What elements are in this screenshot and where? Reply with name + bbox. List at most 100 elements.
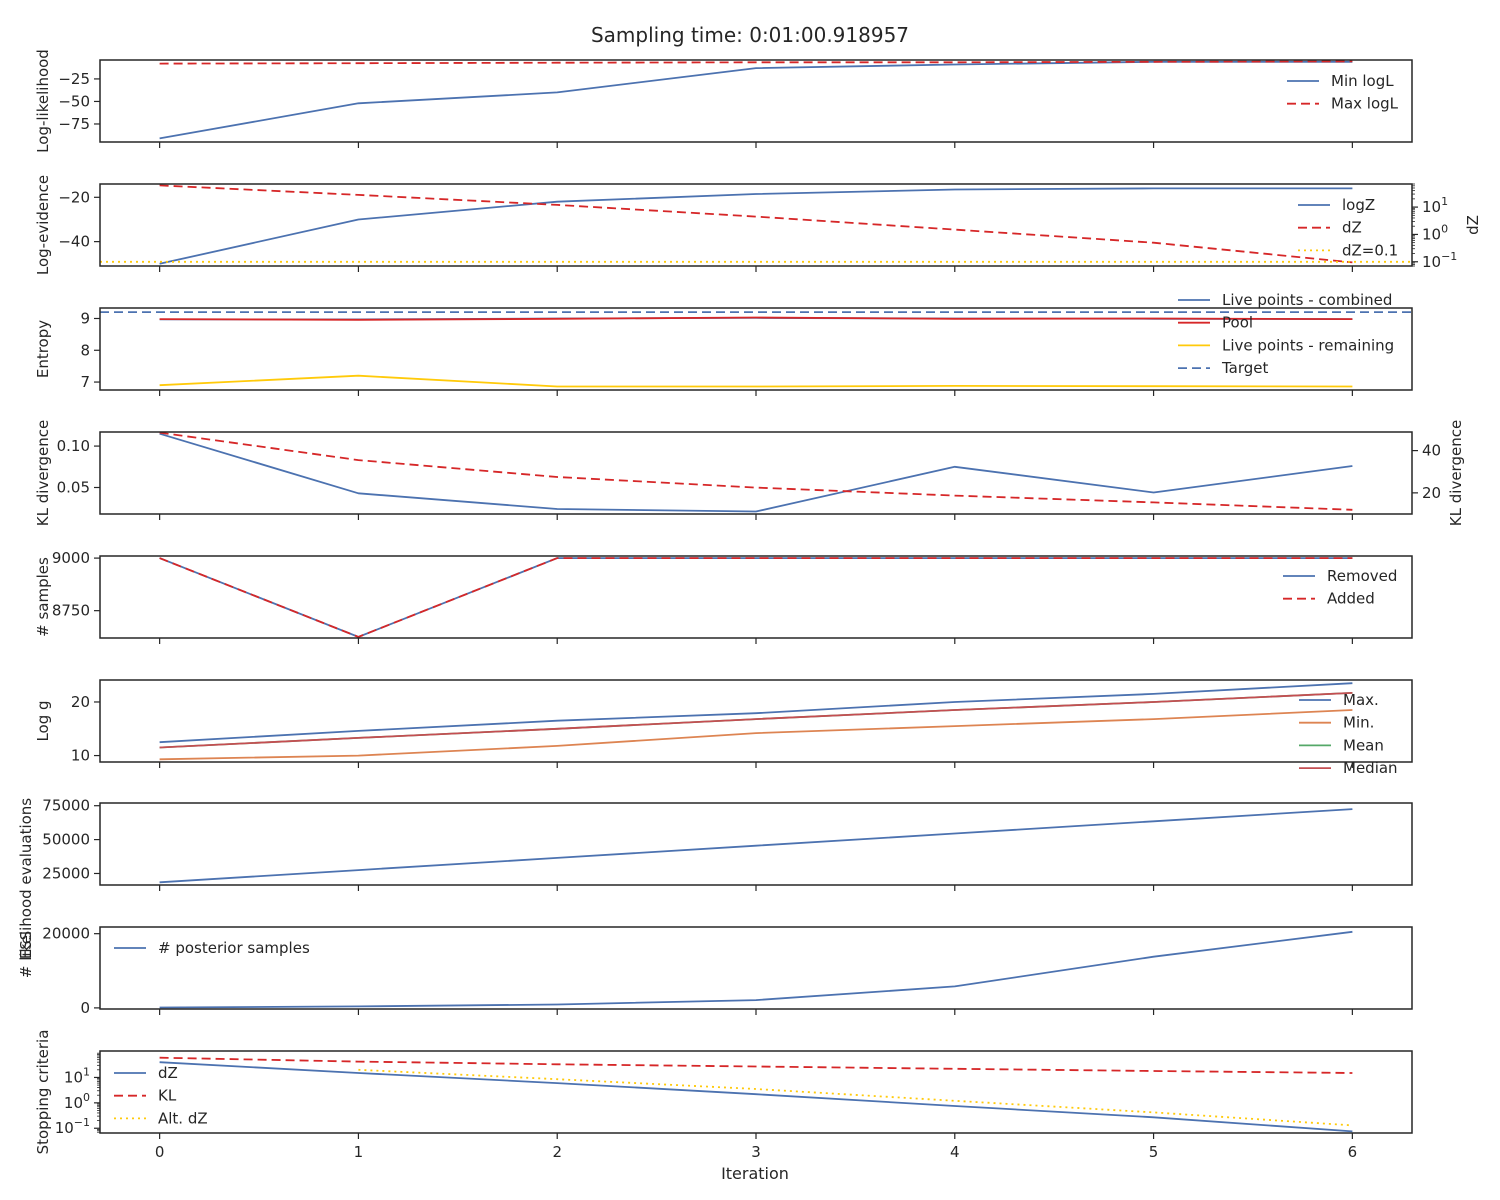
y-axis-label: Entropy [34,320,52,378]
series-line-live-points-remaining [159,374,1353,388]
y-tick-label-base: 10 [64,1094,83,1112]
panel-5: 9000 8750# samples Removed Added [34,549,1413,644]
legend-label: Live points - combined [1222,291,1392,309]
y2-tick-label: 40 [1422,442,1441,460]
y-axis-label: # likelihood evaluations [17,798,35,978]
y-tick-label: −40 [58,233,90,251]
y-tick-label: 9 [80,309,90,327]
y-tick-label: −25 [58,70,90,88]
series-line-max [159,682,1353,744]
y2-axis-label: dZ [1464,215,1482,235]
y-tick-label: 10 [71,747,90,765]
y-tick-label: −50 [58,92,90,110]
y-tick-label: 0.05 [57,478,90,496]
panel-4: 0.10 0.05 40 20 KL divergence KL divergence [34,420,1465,526]
y-tick-label-base: 10 [64,1068,83,1086]
y-tick-label: 9000 [52,549,90,567]
y2-tick-label: 101 [1422,195,1448,216]
y2-tick-label-base: 10 [1422,225,1441,243]
axes-frame [99,431,1413,515]
legend-label: Mean [1343,736,1384,754]
legend: Live points - combined Pool Live points - … [1178,291,1394,377]
legend-label: # posterior samples [158,939,310,957]
y2-tick-label-exponent: −1 [1441,250,1457,263]
legend-label: Added [1327,590,1375,608]
y-axis-label: Stopping criteria [34,1030,52,1155]
y-tick-label: 10−1 [55,1116,90,1137]
legend-label: dZ=0.1 [1342,241,1398,259]
legend-label: logZ [1342,196,1375,214]
y-tick-label: 20000 [42,925,90,943]
axes-frame [99,555,1413,639]
legend-label: Min. [1343,714,1374,732]
y-tick-label: 8750 [52,602,90,620]
panel-8: 20000 0 ESS # posterior samples [17,925,1413,1017]
x-axis-label: Iteration [721,1164,789,1183]
legend-label: Min logL [1331,72,1394,90]
y2-tick-label-base: 10 [1422,253,1441,271]
y-tick-label: 75000 [42,797,90,815]
panel-6: 20 10 Log g Max. Min. Mean Median [34,679,1413,777]
series-line-series-2 [159,432,1353,511]
series-line-max-logl [159,60,1353,65]
series-line-alt-dz [358,1068,1353,1127]
y-tick-label: 0 [80,999,90,1017]
series-line-logz [159,187,1353,265]
series-line-dz [159,184,1353,264]
series-line-removed [159,557,1353,638]
y2-tick-label: 20 [1422,484,1441,502]
legend-label: dZ [1342,219,1362,237]
y-tick-label: 101 [64,1065,90,1086]
x-tick-label: 0 [155,1143,165,1161]
series-line-series-1 [159,432,1353,513]
x-tick-label: 6 [1348,1143,1358,1161]
axes-frame [99,679,1413,763]
x-tick-label: 5 [1149,1143,1159,1161]
x-tick-label: 4 [950,1143,960,1161]
y-axis-label: Log-likelihood [34,49,52,153]
legend: Max. Min. Mean Median [1299,691,1398,777]
legend-label: Live points - remaining [1222,336,1394,354]
y-tick-label-exponent: 0 [83,1091,90,1104]
legend-label: Pool [1222,314,1253,332]
legend: logZ dZ dZ=0.1 [1298,196,1398,259]
y-axis-label: ESS [17,931,35,960]
y2-tick-label: 10−1 [1422,250,1457,271]
series-line-posterior-samples [159,930,1353,1009]
y-tick-label: −20 [58,188,90,206]
series-line-median [159,692,1353,749]
y2-tick-label-exponent: 0 [1441,222,1448,235]
axes-frame [99,183,1413,267]
legend-label: Max logL [1331,95,1399,113]
y-tick-label: 0.10 [57,437,90,455]
y-tick-label: −75 [58,115,90,133]
x-tick-label: 2 [552,1143,562,1161]
legend: dZ KL Alt. dZ [114,1064,208,1127]
axes-frame [99,926,1413,1010]
axes-frame [99,1050,1413,1134]
legend-label: Max. [1343,691,1379,709]
y2-axis-label: KL divergence [1447,420,1465,526]
y-tick-label-base: 10 [55,1119,74,1137]
legend-label: KL [158,1087,177,1105]
y-tick-label: 50000 [42,831,90,849]
x-tick-label: 1 [354,1143,364,1161]
legend-label: Median [1343,759,1398,777]
x-tick-label: 3 [751,1143,761,1161]
y-tick-label: 8 [80,341,90,359]
legend-label: Alt. dZ [158,1109,208,1127]
y-tick-label-exponent: 1 [83,1065,90,1078]
y2-tick-label-base: 10 [1422,198,1441,216]
y2-tick-label: 100 [1422,222,1448,243]
y-axis-label: Log-evidence [34,175,52,275]
panel-1: −25 −50 −75 Log-likelihood Min logL Max logL [34,49,1413,153]
legend: # posterior samples [114,939,310,957]
series-line-kl [159,1056,1353,1074]
legend-label: Removed [1327,567,1397,585]
y2-tick-label-exponent: 1 [1441,195,1448,208]
series-line-min-logl [159,60,1353,140]
legend-label: dZ [158,1064,178,1082]
